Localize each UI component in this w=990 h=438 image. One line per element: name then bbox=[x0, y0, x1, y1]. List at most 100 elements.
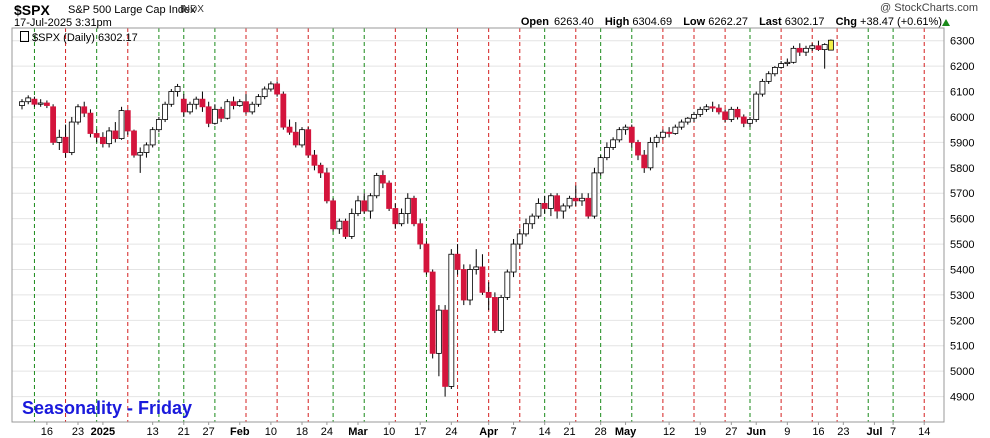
candle bbox=[404, 193, 411, 224]
chg-label: Chg bbox=[835, 16, 857, 28]
candle bbox=[516, 228, 523, 250]
candle-legend-icon bbox=[20, 31, 29, 42]
candle bbox=[740, 114, 747, 128]
candle bbox=[255, 94, 262, 107]
y-tick-label: 5400 bbox=[950, 264, 974, 276]
legend-label: $SPX (Daily) 6302.17 bbox=[32, 32, 138, 44]
candle bbox=[653, 134, 660, 148]
candle bbox=[659, 129, 666, 140]
candle bbox=[31, 96, 38, 107]
x-tick-label: 7 bbox=[890, 426, 896, 438]
chg-value: +38.47 (+0.61%) bbox=[860, 16, 942, 28]
candle bbox=[261, 86, 268, 100]
candle bbox=[603, 142, 610, 161]
x-tick-label: 17 bbox=[414, 426, 426, 438]
x-tick-label: Jun bbox=[746, 426, 766, 438]
candle bbox=[112, 122, 119, 143]
y-tick-label: 5100 bbox=[950, 341, 974, 353]
candle bbox=[417, 218, 424, 250]
candle bbox=[541, 195, 548, 214]
x-tick-label: 23 bbox=[837, 426, 849, 438]
candle bbox=[367, 193, 374, 219]
candle bbox=[641, 150, 648, 173]
candle bbox=[392, 203, 399, 229]
low-label: Low bbox=[683, 16, 706, 28]
candle bbox=[678, 119, 685, 130]
candle bbox=[771, 66, 778, 77]
x-tick-label: 16 bbox=[812, 426, 824, 438]
x-tick-label: 24 bbox=[445, 426, 457, 438]
candle bbox=[809, 43, 816, 51]
candle bbox=[435, 305, 442, 377]
candle bbox=[566, 195, 573, 209]
candle bbox=[50, 104, 57, 145]
y-tick-label: 5000 bbox=[950, 366, 974, 378]
candle bbox=[398, 208, 405, 227]
candle bbox=[317, 162, 324, 178]
candle bbox=[821, 43, 828, 69]
x-tick-label: 21 bbox=[178, 426, 190, 438]
y-tick-label: 6200 bbox=[950, 61, 974, 73]
x-tick-label: 27 bbox=[203, 426, 215, 438]
candle bbox=[722, 109, 729, 123]
candle bbox=[479, 254, 486, 295]
candle bbox=[137, 147, 144, 173]
candle bbox=[460, 264, 467, 306]
x-tick-label: 10 bbox=[265, 426, 277, 438]
candle bbox=[684, 116, 691, 125]
candle bbox=[174, 83, 181, 97]
candle bbox=[236, 99, 243, 107]
candle bbox=[286, 119, 293, 135]
candle bbox=[697, 106, 704, 117]
candle bbox=[386, 180, 393, 212]
candle bbox=[523, 218, 529, 237]
y-tick-label: 5900 bbox=[950, 137, 974, 149]
candle bbox=[597, 155, 604, 176]
candle bbox=[790, 45, 797, 64]
x-tick-label: 14 bbox=[539, 426, 551, 438]
candle bbox=[560, 203, 567, 219]
candle bbox=[815, 40, 822, 51]
x-tick-label: Mar bbox=[348, 426, 368, 438]
x-tick-label: Jul bbox=[866, 426, 882, 438]
candle bbox=[510, 238, 517, 278]
candle bbox=[666, 127, 673, 138]
x-tick-label: 24 bbox=[321, 426, 333, 438]
candle bbox=[747, 116, 753, 128]
candle bbox=[230, 96, 237, 110]
candle bbox=[37, 99, 44, 107]
seasonality-annotation: Seasonality - Friday bbox=[22, 398, 193, 418]
ohlc-readout: Open 6263.40 High 6304.69 Low 6262.27 La… bbox=[521, 16, 942, 28]
x-tick-label: May bbox=[615, 426, 637, 438]
candle bbox=[131, 129, 137, 158]
high-value: 6304.69 bbox=[632, 16, 673, 28]
candle bbox=[81, 101, 88, 117]
candle bbox=[106, 127, 113, 148]
candle bbox=[87, 109, 94, 138]
candle bbox=[784, 58, 791, 67]
x-tick-label: 27 bbox=[725, 426, 737, 438]
candle bbox=[162, 101, 169, 123]
candle bbox=[473, 249, 480, 275]
x-tick-label: 10 bbox=[383, 426, 395, 438]
y-tick-label: 6300 bbox=[950, 36, 974, 48]
candle bbox=[124, 109, 131, 135]
y-tick-label: 5200 bbox=[950, 315, 974, 327]
candle bbox=[373, 172, 380, 199]
x-tick-label: 14 bbox=[918, 426, 930, 438]
y-tick-label: 6100 bbox=[950, 87, 974, 99]
candle bbox=[180, 94, 187, 117]
candle bbox=[62, 124, 69, 158]
candlesticks bbox=[19, 39, 834, 397]
candle bbox=[68, 116, 75, 156]
plot-frame bbox=[11, 27, 945, 423]
up-triangle-icon bbox=[942, 19, 950, 26]
candle bbox=[572, 185, 579, 206]
candle bbox=[311, 150, 318, 171]
candle bbox=[579, 193, 585, 206]
legend: $SPX (Daily) 6302.17 bbox=[20, 31, 138, 44]
candle bbox=[25, 95, 32, 105]
candle bbox=[498, 294, 505, 334]
candle bbox=[149, 127, 156, 148]
candle bbox=[547, 193, 554, 217]
